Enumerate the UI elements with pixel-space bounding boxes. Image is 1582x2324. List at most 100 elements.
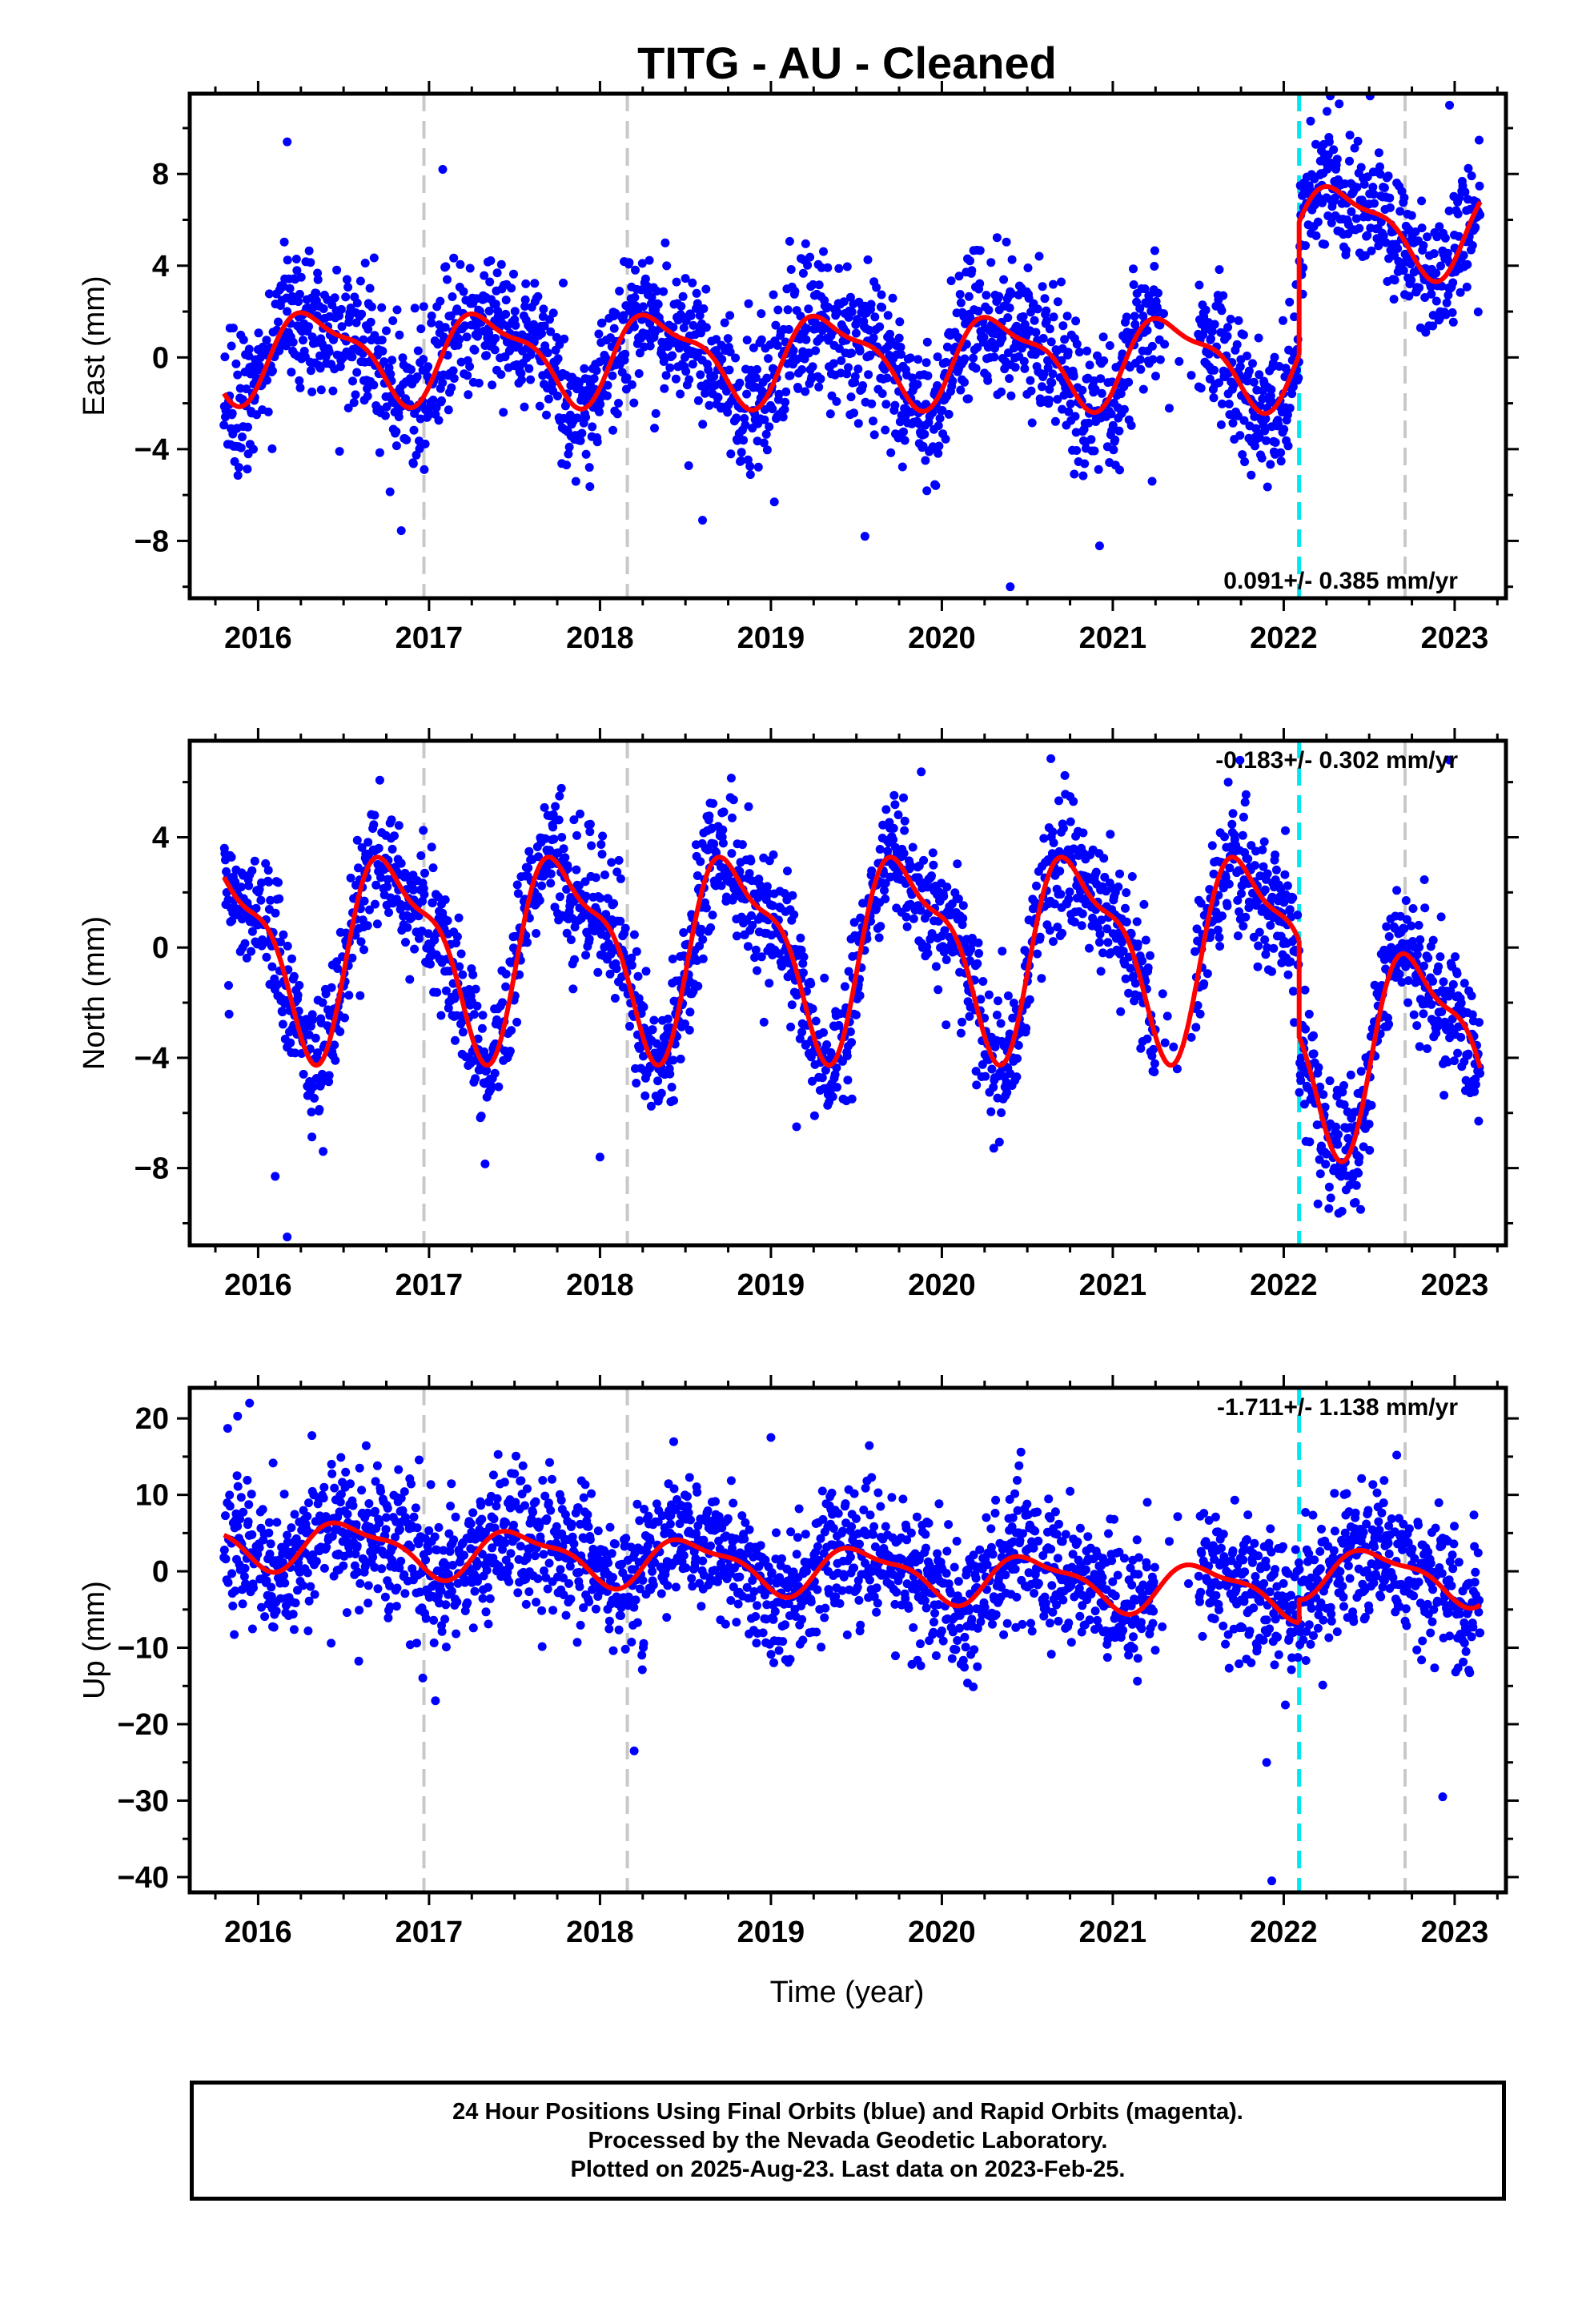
data-point: [1085, 360, 1094, 370]
data-point: [1203, 969, 1212, 979]
data-point: [569, 815, 579, 825]
data-point: [1468, 241, 1477, 250]
data-point: [1186, 371, 1196, 380]
data-point: [275, 894, 284, 903]
y-tick-label: 8: [152, 158, 169, 191]
data-point: [602, 391, 612, 400]
data-point: [343, 283, 353, 292]
data-point: [413, 346, 423, 356]
data-point: [1407, 921, 1416, 931]
y-tick-label: 0: [152, 341, 169, 375]
data-point: [1419, 241, 1428, 250]
data-point: [725, 311, 735, 320]
data-point: [484, 306, 494, 316]
data-point: [1247, 470, 1256, 480]
data-point: [1335, 99, 1344, 109]
data-point: [1334, 1130, 1343, 1140]
data-point: [244, 1500, 254, 1510]
data-point: [847, 1094, 857, 1104]
data-point: [759, 438, 769, 448]
data-point: [1100, 872, 1110, 882]
data-point: [696, 857, 705, 866]
data-point: [420, 439, 430, 448]
data-point: [931, 480, 941, 490]
data-point: [895, 317, 905, 327]
data-point: [227, 916, 237, 926]
data-point: [748, 920, 757, 930]
data-point: [1323, 211, 1333, 220]
data-point: [311, 1033, 320, 1043]
data-point: [262, 336, 271, 345]
data-point: [219, 420, 229, 430]
data-point: [833, 1083, 841, 1092]
data-point: [1271, 438, 1280, 447]
data-point: [574, 378, 584, 388]
data-point: [1038, 282, 1047, 292]
x-tick-label: 2018: [566, 621, 634, 655]
data-point: [304, 246, 314, 255]
data-point: [1464, 163, 1473, 173]
data-point: [278, 1019, 287, 1029]
data-point: [1453, 209, 1463, 219]
data-point: [1210, 320, 1219, 329]
data-point: [324, 347, 334, 356]
data-point: [785, 371, 795, 380]
data-point: [1260, 426, 1270, 436]
data-point: [274, 878, 283, 887]
data-point: [319, 304, 328, 313]
data-point: [291, 255, 301, 263]
data-point: [696, 370, 705, 380]
data-point: [1233, 411, 1243, 420]
data-point: [1431, 296, 1441, 306]
data-point: [441, 262, 451, 271]
data-point: [1258, 845, 1267, 854]
data-point: [1012, 1072, 1022, 1082]
panel-up: 2016 2017 2018 2019 2020 2021 2022 2023−40−30−2…: [78, 1375, 1519, 1949]
data-point: [376, 873, 385, 883]
data-point: [921, 456, 930, 465]
data-point: [1132, 297, 1142, 307]
data-point: [881, 895, 890, 903]
data-point: [501, 296, 511, 305]
data-point: [1026, 376, 1035, 385]
data-point: [511, 320, 520, 330]
data-point: [965, 1011, 974, 1021]
data-point: [1217, 306, 1227, 316]
data-point: [321, 989, 331, 999]
data-point: [472, 1001, 482, 1011]
data-point: [1346, 1070, 1355, 1080]
data-point: [1324, 1204, 1334, 1213]
data-point: [1122, 888, 1131, 898]
x-tick-label: 2020: [908, 1269, 976, 1302]
data-point: [966, 256, 974, 266]
data-point: [1056, 890, 1066, 899]
data-point: [272, 980, 282, 989]
data-point: [837, 356, 846, 365]
data-point: [588, 422, 597, 432]
data-point: [464, 390, 473, 400]
data-point: [1475, 181, 1484, 191]
data-point: [560, 853, 570, 862]
data-point: [1447, 1015, 1457, 1023]
data-point: [881, 879, 890, 888]
data-point: [1255, 927, 1264, 937]
data-point: [247, 1624, 257, 1634]
data-point: [1442, 298, 1452, 308]
data-point: [244, 881, 254, 891]
data-point: [634, 369, 644, 378]
data-point: [1078, 909, 1087, 919]
data-point: [581, 449, 591, 459]
data-point: [773, 305, 783, 315]
y-tick-label: 4: [152, 821, 169, 854]
data-point: [546, 327, 556, 336]
data-point: [1384, 1019, 1394, 1029]
data-point: [1314, 1063, 1323, 1072]
data-point: [540, 802, 549, 812]
data-point: [601, 910, 611, 919]
data-point: [1027, 418, 1037, 428]
data-point: [428, 863, 438, 873]
data-point: [729, 795, 738, 805]
data-point: [227, 408, 237, 418]
data-point: [1054, 796, 1063, 806]
data-point: [814, 280, 824, 290]
